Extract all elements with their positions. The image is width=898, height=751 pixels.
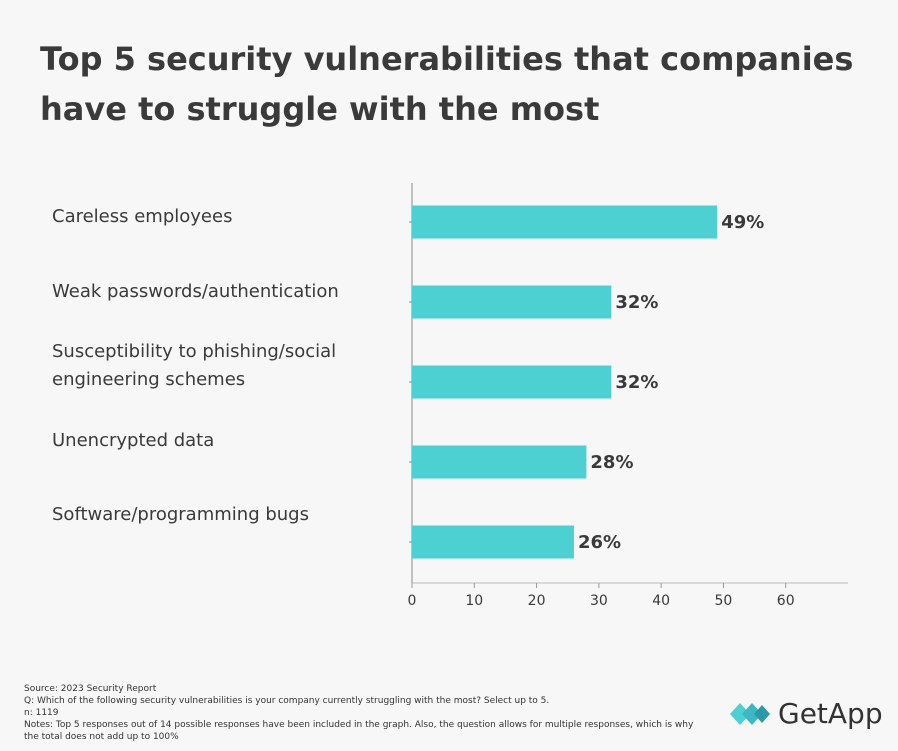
bar <box>412 285 612 319</box>
value-label: 28% <box>590 452 633 473</box>
question: Q: Which of the following security vulne… <box>24 696 550 706</box>
x-tick-label: 30 <box>590 593 608 609</box>
x-tick-label: 20 <box>528 593 546 609</box>
sample-size: n: 1119 <box>24 708 59 718</box>
source: Source: 2023 Security Report <box>24 684 157 694</box>
x-tick-label: 60 <box>777 593 795 609</box>
logo-icon <box>730 702 770 725</box>
value-label: 32% <box>615 372 658 393</box>
category-label: Susceptibility to phishing/social engine… <box>52 341 337 390</box>
x-tick-label: 40 <box>652 593 670 609</box>
chart-title: Top 5 security vulnerabilities that comp… <box>40 40 854 128</box>
notes: Notes: Top 5 responses out of 14 possibl… <box>24 720 694 742</box>
logo: GetApp <box>730 697 883 730</box>
category-label: Weak passwords/authentication <box>52 280 339 302</box>
bar <box>412 365 612 399</box>
category-label: Software/programming bugs <box>52 504 309 525</box>
x-tick-label: 50 <box>715 593 733 609</box>
bar <box>412 445 587 479</box>
category-label: Unencrypted data <box>52 429 215 451</box>
value-label: 32% <box>615 292 658 313</box>
x-tick-label: 0 <box>408 593 417 609</box>
bar <box>412 525 574 559</box>
logo-text: GetApp <box>778 697 883 730</box>
bar <box>412 205 718 239</box>
value-label: 26% <box>578 532 621 553</box>
x-tick-label: 10 <box>465 593 483 609</box>
value-label: 49% <box>721 212 764 233</box>
footer: Source: 2023 Security Report Q: Which of… <box>24 683 694 743</box>
category-label: Careless employees <box>52 206 233 227</box>
